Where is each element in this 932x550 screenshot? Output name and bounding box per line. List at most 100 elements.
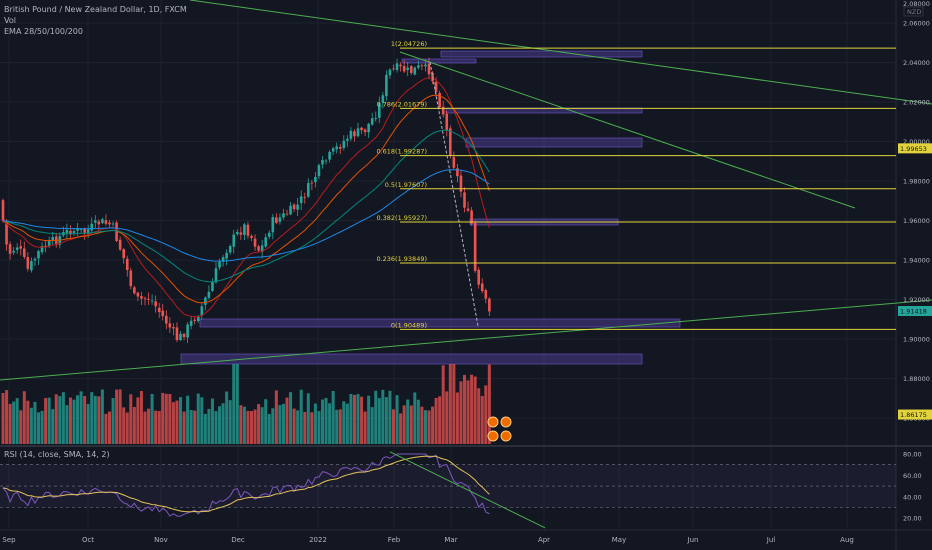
candle-body <box>349 130 353 139</box>
candle-body <box>239 232 243 235</box>
volume-bar <box>317 411 321 444</box>
volume-bar <box>416 399 420 444</box>
candle-body <box>133 287 136 294</box>
supply-demand-zone <box>401 58 477 64</box>
volume-bar <box>33 401 37 444</box>
price-tick-label: 2.02000 <box>903 99 930 107</box>
rsi-line <box>2 453 490 517</box>
candle-body <box>40 246 44 253</box>
volume-bar <box>111 398 115 444</box>
fib-label-0: 0(1.90489) <box>391 321 427 329</box>
time-tick-label: Apr <box>538 536 550 544</box>
candle-body <box>214 268 218 283</box>
volume-bar <box>363 411 367 444</box>
price-tick-label: 2.04000 <box>903 59 930 67</box>
volume-bar <box>423 410 427 444</box>
volume-bar <box>175 400 179 444</box>
rsi-tick-label: 20.00 <box>903 515 922 523</box>
rsi-legend[interactable]: RSI (14, close, SMA, 14, 2) <box>4 450 110 459</box>
candle-body <box>275 217 278 223</box>
fib-label-1: 1(2.04726) <box>391 40 427 48</box>
candle-body <box>370 118 374 125</box>
volume-bar <box>274 390 278 444</box>
candle-body <box>108 222 111 225</box>
candle-body <box>186 324 189 338</box>
price-tag <box>898 305 932 316</box>
volume-bar <box>154 410 158 444</box>
volume-bar <box>313 403 317 444</box>
volume-bar <box>8 403 12 444</box>
volume-bar <box>83 395 87 444</box>
volume-bar <box>129 394 133 444</box>
ema-legend[interactable]: EMA 28/50/100/200 <box>4 27 83 36</box>
candle-body <box>289 205 292 215</box>
volume-bar <box>328 403 332 444</box>
candle-body <box>449 128 452 156</box>
candle-body <box>427 63 431 75</box>
ema-28-line <box>2 77 490 318</box>
volume-legend[interactable]: Vol <box>4 16 16 25</box>
candle-body <box>253 238 257 247</box>
candle-body <box>150 300 154 302</box>
candle-body <box>104 220 108 224</box>
volume-bar <box>459 381 463 444</box>
symbol-title[interactable]: British Pound / New Zealand Dollar, 1D, … <box>4 5 187 14</box>
candle-body <box>33 258 37 261</box>
candle-body <box>321 159 324 165</box>
volume-bar <box>239 405 243 444</box>
candle-body <box>470 210 473 224</box>
candle-body <box>51 237 54 240</box>
volume-bar <box>139 391 143 444</box>
volume-bar <box>97 396 101 444</box>
candle-body <box>250 235 253 238</box>
candle-body <box>228 246 232 253</box>
candle-body <box>335 146 338 150</box>
volume-bar <box>22 391 26 444</box>
volume-bar <box>253 409 257 444</box>
volume-bar <box>480 395 484 444</box>
candle-body <box>47 240 51 247</box>
volume-bar <box>413 392 417 444</box>
candle-body <box>310 182 314 184</box>
candle-body <box>303 197 307 198</box>
volume-bar <box>384 397 388 444</box>
volume-bar <box>289 392 293 444</box>
price-tag <box>898 409 932 420</box>
candle-body <box>342 140 346 148</box>
fib-label-0.5: 0.5(1.97607) <box>385 181 427 189</box>
supply-demand-zone <box>180 353 643 365</box>
volume-bar <box>292 408 296 444</box>
price-tick-label: 1.88000 <box>903 375 930 383</box>
candle-body <box>466 208 470 211</box>
time-tick-label: 2022 <box>309 536 327 544</box>
candle-body <box>12 250 15 253</box>
volume-bar <box>79 391 83 444</box>
candle-body <box>204 297 207 305</box>
volume-bar <box>463 374 466 444</box>
supply-demand-zone <box>199 318 681 328</box>
candle-body <box>26 257 30 269</box>
candle-body <box>65 229 69 233</box>
candle-body <box>246 224 250 236</box>
candle-body <box>363 129 367 133</box>
candle-body <box>452 157 456 168</box>
candle-body <box>76 228 79 231</box>
candle-body <box>1 200 5 221</box>
volume-bar <box>118 389 122 444</box>
volume-bar <box>1 392 5 444</box>
volume-bar <box>342 401 346 444</box>
candle-body <box>417 65 420 68</box>
volume-bar <box>40 410 44 444</box>
price-tick-label: 1.96000 <box>903 217 930 225</box>
volume-bar <box>441 365 445 444</box>
supply-demand-zone <box>440 50 643 58</box>
rsi-trend-line <box>389 451 546 529</box>
time-tick-label: Jun <box>687 536 699 544</box>
candle-body <box>19 246 23 249</box>
candle-body <box>381 95 385 103</box>
volume-bar <box>406 399 410 444</box>
candle-body <box>424 64 427 67</box>
volume-bar <box>61 392 65 444</box>
time-tick-label: Nov <box>154 536 168 544</box>
